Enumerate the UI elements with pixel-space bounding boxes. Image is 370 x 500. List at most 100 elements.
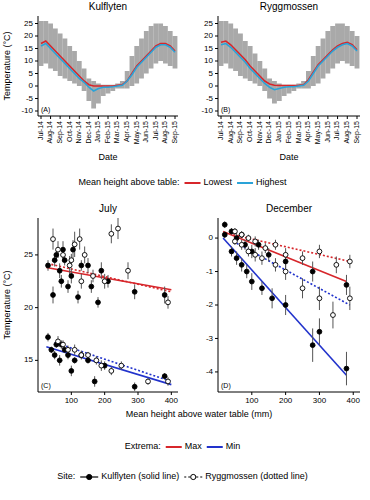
point	[89, 284, 94, 289]
point	[57, 358, 62, 363]
x-tick	[250, 116, 251, 119]
plot-area	[46, 218, 172, 391]
point	[239, 242, 244, 247]
x-tick-label: 400	[165, 396, 179, 405]
point	[253, 239, 258, 244]
point	[57, 268, 62, 273]
series-line	[221, 44, 357, 90]
point	[99, 363, 104, 368]
x-tick	[108, 116, 109, 119]
point	[79, 263, 84, 268]
figure: Kulflyten-10-50510152025Jul-14Aug-14Sep-…	[0, 0, 370, 500]
y-tick-label: 0	[209, 81, 214, 90]
point	[109, 369, 114, 374]
x-tick-label: Oct-14	[246, 121, 253, 142]
daily-range	[149, 26, 154, 69]
point	[132, 384, 137, 389]
x-tick	[230, 116, 231, 119]
point	[246, 249, 251, 254]
y-tick-label: 15	[204, 44, 213, 53]
point	[46, 335, 51, 340]
point	[344, 366, 349, 371]
x-axis-line	[38, 392, 178, 393]
point	[72, 358, 77, 363]
point	[132, 289, 137, 294]
fit-line	[223, 238, 346, 375]
point	[310, 343, 315, 348]
y-tick	[215, 73, 218, 74]
point	[69, 369, 74, 374]
y-tick-label: 15	[24, 44, 33, 53]
point	[300, 256, 305, 261]
point	[79, 353, 84, 358]
y-tick-label: 0	[209, 233, 214, 242]
x-tick	[289, 116, 290, 119]
x-tick	[50, 116, 51, 119]
point	[92, 379, 97, 384]
panel: Ryggmossen-10-50510152025Jul-14Aug-14Sep…	[201, 1, 360, 162]
point	[102, 279, 107, 284]
point	[162, 374, 167, 379]
x-tick	[221, 116, 222, 119]
point	[283, 269, 288, 274]
panel-label: (A)	[41, 106, 50, 114]
panel-label: (C)	[41, 382, 51, 390]
point	[260, 286, 265, 291]
x-axis-label: Mean height above water table (mm)	[126, 409, 273, 419]
x-tick	[353, 392, 354, 395]
point	[283, 303, 288, 308]
y-tick-label: -1	[206, 267, 214, 276]
x-tick	[138, 392, 139, 395]
x-tick-label: 100	[245, 396, 259, 405]
point	[99, 268, 104, 273]
daily-range	[335, 24, 340, 64]
legend: Mean height above table:LowestHighest	[78, 177, 287, 187]
point	[72, 242, 77, 247]
y-tick	[35, 98, 38, 99]
x-tick	[357, 116, 358, 119]
y-tick-label: 5	[29, 69, 34, 78]
x-tick	[308, 116, 309, 119]
x-tick-label: Sep-14	[236, 121, 244, 144]
legend: Extrema:MaxMin	[125, 441, 241, 451]
x-tick-label: Nov-14	[256, 121, 263, 144]
x-tick	[251, 392, 252, 395]
point	[317, 329, 322, 334]
y-tick	[215, 371, 218, 372]
x-tick-label: Nov-14	[75, 121, 82, 144]
point	[67, 263, 72, 268]
point	[62, 258, 67, 263]
x-tick-label: Sep-15	[171, 121, 179, 144]
point	[317, 296, 322, 301]
daily-range	[72, 51, 77, 84]
daily-range	[86, 79, 91, 102]
y-tick	[35, 36, 38, 37]
y-tick	[215, 23, 218, 24]
x-tick	[146, 116, 147, 119]
series-line	[41, 44, 175, 92]
y-tick	[215, 338, 218, 339]
y-tick	[215, 48, 218, 49]
legend-label: Ryggmossen (dotted line)	[205, 471, 308, 481]
point	[51, 237, 56, 242]
point	[310, 269, 315, 274]
plot-area	[219, 21, 360, 104]
point	[76, 295, 81, 300]
panel-title: Kulflyten	[89, 1, 127, 12]
x-tick	[117, 116, 118, 119]
legend-label: Min	[226, 441, 241, 451]
x-tick-label: 300	[313, 396, 327, 405]
y-tick-label: -2	[206, 300, 214, 309]
y-tick	[215, 111, 218, 112]
x-tick	[127, 116, 128, 119]
point	[56, 339, 61, 344]
x-tick	[259, 116, 260, 119]
point	[166, 379, 171, 384]
y-tick-label: -10	[201, 106, 213, 115]
point	[56, 247, 61, 252]
legend-swatch	[237, 182, 253, 184]
y-tick-label: 25	[24, 250, 33, 259]
point	[86, 358, 91, 363]
y-tick-label: 25	[204, 19, 213, 28]
x-tick	[155, 116, 156, 119]
